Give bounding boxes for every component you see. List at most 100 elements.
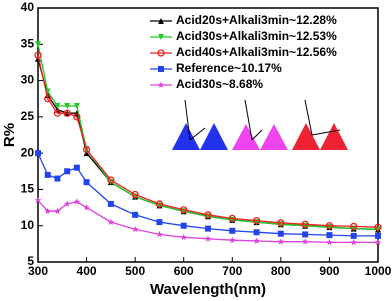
legend-label: Acid30s~8.68% bbox=[176, 77, 263, 91]
marker bbox=[44, 207, 51, 214]
series-line bbox=[37, 199, 378, 244]
marker bbox=[44, 171, 51, 178]
marker bbox=[157, 81, 165, 88]
x-tick-label: 700 bbox=[222, 264, 242, 278]
marker bbox=[277, 238, 285, 245]
red-pyramid bbox=[292, 123, 320, 150]
marker bbox=[204, 235, 212, 242]
series-line bbox=[37, 44, 379, 230]
marker bbox=[34, 196, 42, 204]
marker bbox=[107, 200, 114, 207]
y-tick-label: 20 bbox=[21, 145, 35, 159]
x-tick-label: 1000 bbox=[365, 264, 392, 278]
marker bbox=[326, 238, 333, 246]
arrow bbox=[251, 129, 263, 141]
marker bbox=[253, 237, 260, 244]
y-tick-label: 30 bbox=[21, 73, 35, 87]
blue-pyramid bbox=[172, 123, 200, 150]
marker bbox=[180, 206, 188, 214]
y-tick-label: 40 bbox=[21, 0, 35, 14]
marker bbox=[131, 190, 139, 199]
y-tick-label: 25 bbox=[21, 109, 35, 123]
marker bbox=[301, 238, 309, 245]
marker bbox=[63, 200, 71, 207]
marker bbox=[34, 51, 42, 59]
x-tick-label: 600 bbox=[174, 264, 194, 278]
marker bbox=[325, 222, 334, 230]
legend-label: Acid40s+Alkali3min~12.56% bbox=[176, 45, 337, 59]
marker bbox=[277, 230, 284, 237]
plot-frame bbox=[37, 7, 379, 263]
marker bbox=[131, 225, 139, 233]
marker bbox=[54, 207, 61, 214]
legend-label: Acid20s+Alkali3min~12.28% bbox=[176, 13, 337, 27]
marker bbox=[253, 229, 260, 236]
marker bbox=[83, 204, 90, 211]
marker bbox=[35, 41, 41, 48]
marker bbox=[54, 175, 61, 182]
arrow bbox=[244, 99, 253, 141]
y-tick-label: 35 bbox=[21, 36, 35, 50]
series-line bbox=[37, 55, 379, 228]
marker bbox=[64, 168, 71, 175]
marker bbox=[83, 179, 90, 186]
marker bbox=[158, 18, 164, 24]
x-tick-label: 800 bbox=[271, 264, 291, 278]
red-pyramid bbox=[320, 123, 348, 150]
marker bbox=[155, 200, 164, 208]
marker bbox=[64, 102, 71, 109]
marker bbox=[350, 225, 357, 232]
marker bbox=[132, 211, 139, 218]
marker bbox=[252, 216, 261, 225]
marker bbox=[350, 238, 357, 246]
marker bbox=[228, 214, 236, 223]
y-tick-label: 10 bbox=[21, 218, 35, 232]
marker bbox=[277, 219, 285, 227]
x-axis-title: Wavelength(nm) bbox=[150, 281, 266, 298]
marker bbox=[82, 145, 91, 154]
marker bbox=[375, 232, 381, 239]
marker bbox=[350, 232, 357, 239]
marker bbox=[326, 232, 333, 239]
marker bbox=[204, 211, 212, 219]
arrow bbox=[184, 99, 191, 141]
marker bbox=[180, 222, 187, 229]
marker bbox=[157, 49, 165, 57]
magenta-pyramid bbox=[232, 124, 260, 150]
marker bbox=[54, 102, 61, 109]
marker bbox=[180, 233, 187, 241]
marker bbox=[229, 236, 236, 244]
y-tick-label: 5 bbox=[27, 254, 34, 268]
marker bbox=[107, 176, 115, 184]
inset-diagram bbox=[172, 99, 348, 150]
arrow bbox=[304, 99, 313, 136]
arrow bbox=[189, 127, 206, 141]
marker bbox=[73, 113, 81, 121]
marker bbox=[158, 66, 164, 72]
marker bbox=[35, 150, 41, 157]
marker bbox=[205, 225, 211, 232]
x-tick-label: 400 bbox=[77, 264, 97, 278]
marker bbox=[44, 95, 52, 103]
x-tick-label: 500 bbox=[125, 264, 145, 278]
marker bbox=[107, 218, 115, 225]
marker bbox=[302, 231, 309, 238]
marker bbox=[156, 230, 163, 238]
blue-pyramid bbox=[200, 123, 228, 150]
marker bbox=[63, 109, 71, 117]
marker bbox=[374, 223, 382, 231]
marker bbox=[375, 226, 381, 233]
marker bbox=[53, 109, 62, 117]
marker bbox=[73, 198, 81, 205]
marker bbox=[156, 219, 163, 226]
marker bbox=[73, 164, 80, 171]
y-tick-label: 15 bbox=[21, 182, 35, 196]
magenta-pyramid bbox=[260, 124, 288, 150]
marker bbox=[374, 238, 382, 246]
marker bbox=[73, 102, 80, 109]
marker bbox=[229, 227, 236, 234]
marker bbox=[350, 222, 358, 231]
y-axis-title: R% bbox=[1, 123, 18, 147]
arrow bbox=[311, 129, 341, 136]
